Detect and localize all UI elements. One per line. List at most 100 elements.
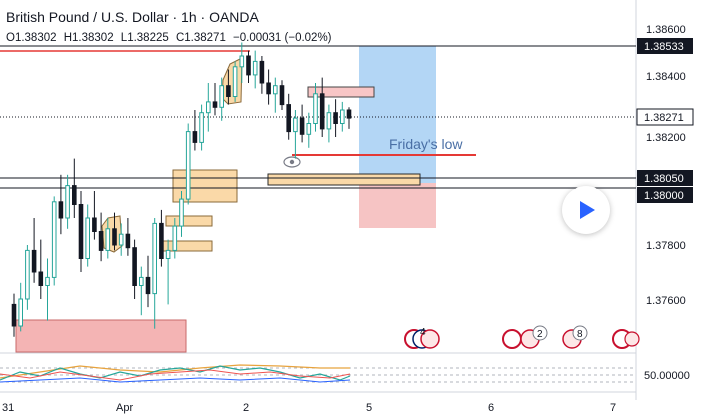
candle-body (98, 231, 104, 251)
candle-body (206, 101, 211, 114)
candle-body (118, 233, 124, 246)
candle-body (45, 276, 50, 286)
candle-body (199, 112, 204, 143)
ohlc-change: −0.00031 (−0.02%) (233, 32, 332, 44)
price-label-138050: 1.38050 (644, 173, 684, 185)
ohlc-open: O1.38302 (6, 32, 57, 44)
candle-body (246, 55, 251, 76)
event-badge-us[interactable]: 8 (562, 325, 588, 349)
candle-body (72, 185, 77, 206)
candle-body (159, 222, 164, 259)
candle-body (219, 85, 224, 108)
candle-body (112, 228, 117, 246)
price-label-138271-bg (636, 108, 694, 126)
candle-body (192, 131, 198, 143)
y-tick-3: 1.38200 (646, 132, 686, 144)
badge-count-2: 2 (537, 329, 543, 340)
candle-body (293, 117, 298, 133)
candle-body (105, 228, 111, 251)
eye-icon[interactable] (283, 156, 301, 168)
y-tick-5: 1.37800 (646, 240, 686, 252)
candle-body (212, 101, 218, 108)
symbol-title[interactable]: British Pound / U.S. Dollar · 1h · OANDA (6, 9, 259, 25)
candle-body (286, 104, 291, 133)
candle-body (145, 276, 151, 295)
candle-body (165, 249, 171, 259)
candle-body (232, 66, 238, 98)
zone-orange-small-2[interactable] (161, 240, 213, 252)
candle-body (179, 198, 184, 227)
play-icon (580, 201, 595, 219)
stop-zone[interactable] (359, 183, 436, 228)
candle-body (319, 93, 325, 130)
x-tick-apr: Apr (116, 402, 133, 414)
demand-zone-red[interactable] (15, 319, 187, 353)
pattern-shape-2[interactable] (221, 57, 243, 105)
x-tick-7: 7 (610, 402, 616, 414)
candle-body (279, 85, 285, 106)
zone-red-small[interactable] (307, 86, 375, 98)
badge-count-3: 8 (577, 329, 583, 340)
candle-body (38, 271, 44, 286)
candle-body (65, 185, 70, 219)
candle-body (25, 249, 30, 300)
candle-body (306, 123, 312, 135)
candle-body (226, 85, 231, 97)
play-button[interactable] (562, 186, 610, 234)
candle-body (11, 303, 17, 327)
fridays-low-label: Friday's low (389, 136, 463, 152)
price-label-138050-bg (637, 170, 693, 186)
candle-body (172, 225, 178, 251)
x-tick-5: 5 (366, 402, 372, 414)
price-label-138271: 1.38271 (644, 112, 684, 124)
zone-orange-flat[interactable] (267, 173, 421, 186)
price-label-138533: 1.38533 (644, 41, 684, 53)
price-label-138000-bg (637, 187, 693, 203)
candle-body (18, 298, 23, 327)
zone-orange-small-1[interactable] (165, 215, 213, 227)
candle-body (346, 109, 352, 119)
candle-body (340, 109, 345, 124)
y-tick-2: 1.38400 (646, 71, 686, 83)
candle-body (31, 249, 37, 273)
candle-body (326, 112, 332, 130)
candle-body (139, 276, 144, 286)
indicator-pane[interactable] (0, 364, 636, 383)
candle-body (259, 60, 265, 84)
x-tick-2: 2 (243, 402, 249, 414)
candle-body (185, 131, 191, 200)
target-zone[interactable] (359, 46, 436, 183)
event-badge-uk-us-2[interactable]: 2 (502, 325, 548, 349)
candle-body (239, 55, 245, 68)
ohlc-high: H1.38302 (63, 32, 114, 44)
candle-body (299, 117, 305, 135)
candle-body (78, 204, 84, 259)
indicator-axis-label: 50.00000 (644, 370, 690, 382)
candle-body (58, 201, 64, 219)
candle-body (273, 85, 278, 95)
candle-body (132, 247, 137, 286)
price-label-138000: 1.38000 (644, 190, 684, 202)
price-label-138533-bg (637, 38, 693, 54)
candle-body (92, 217, 97, 232)
event-badge-uk-us-1[interactable]: 4 (404, 327, 440, 349)
candle-body (333, 112, 338, 124)
candles (11, 42, 352, 337)
supply-zone-orange-large[interactable] (172, 169, 238, 203)
badge-count-1: 4 (420, 327, 426, 338)
candle-body (51, 201, 57, 278)
candle-body (313, 93, 318, 125)
candle-body (85, 217, 91, 259)
x-tick-start: 31 (2, 402, 14, 414)
x-tick-6: 6 (488, 402, 494, 414)
ohlc-close: C1.38271 (175, 32, 226, 44)
candle-body (125, 233, 131, 249)
y-tick-6: 1.37600 (646, 295, 686, 307)
ohlc-legend: O1.38302 H1.38302 L1.38225 C1.38271 −0.0… (6, 32, 336, 44)
y-tick-1: 1.38600 (646, 24, 686, 36)
candle-body (252, 60, 258, 76)
candle-body (152, 222, 157, 295)
event-badge-uk-edge[interactable] (612, 329, 640, 349)
